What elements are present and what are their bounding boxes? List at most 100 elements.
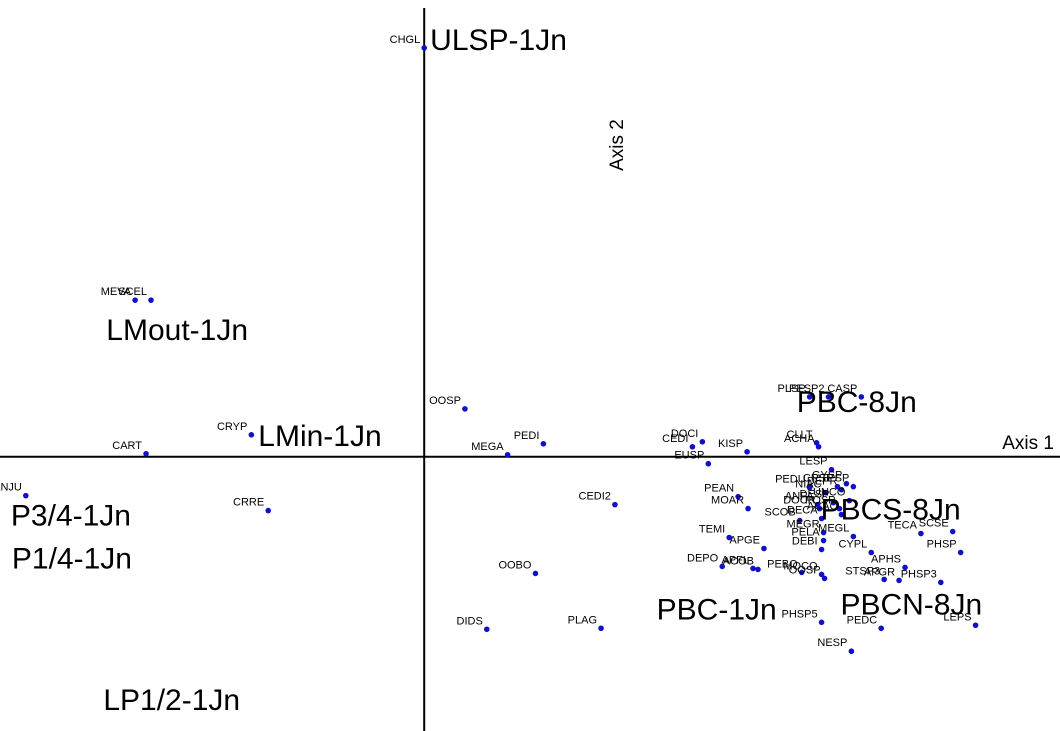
point-pebo [798,569,805,576]
label-plag: PLAG [568,614,597,626]
label-phsp: PHSP [927,538,957,550]
point-aphs [902,564,908,571]
point-desp [830,499,837,506]
point-stsp3 [881,576,887,583]
point-lesp [828,466,835,473]
group-label-p1-4-1jn: P1/4-1Jn [12,542,132,575]
point-apgr [896,577,902,584]
label-cypl: CYPL [838,538,867,550]
label-plsp: PLSP [778,383,806,395]
label-pedu: PEDU [775,474,806,486]
label-mega: MEGA [471,441,504,453]
label-nesp: NESP [817,637,847,649]
label-acob: ACOB [723,555,754,567]
point-crsp [834,483,841,490]
label-cllt: CLLT [787,429,813,441]
point-scob [796,517,803,524]
group-label-lmout-1jn: LMout-1Jn [106,314,248,347]
point-scel [148,297,154,303]
label-debi: DEBI [792,535,818,547]
point-doci [699,438,706,445]
point-teca [918,530,924,537]
label-moar: MOAR [711,495,744,507]
point-apge [761,545,767,552]
point-plsp [806,394,813,400]
point-deca [818,515,825,522]
point-megr [820,529,827,536]
point-eusp [705,460,712,467]
point-crre [265,507,272,514]
point-cedi2 [612,501,618,508]
point-megl [850,533,857,540]
label-depo: DEPO [687,552,719,564]
label-niac: NIAC [795,479,821,491]
point-depr [838,486,845,493]
point-oobo [532,570,539,577]
point-cypl [868,549,875,556]
point-pean [735,493,741,500]
label-gysp: GYSP [812,470,843,482]
label-tesp: TESP [821,473,850,485]
label-phsp5: PHSP5 [781,608,817,620]
label-stsp3: STSP3 [845,565,880,577]
label-pebo: PEBO [767,558,798,570]
label-leps: LEPS [943,611,971,623]
label-oosp: OOSP [429,395,461,407]
label-apge: APGE [729,534,760,546]
point-pela [820,537,827,544]
group-label-pbcs-8jn: PBCS-8Jn [821,494,961,527]
group-label-lmin-1jn: LMin-1Jn [258,420,381,453]
label-crsp: CRSP [803,473,834,485]
point-docr [816,505,823,512]
point-pedi [540,440,547,447]
point-oosp [462,406,468,412]
point-tesp [850,483,857,490]
label-pean: PEAN [704,483,734,495]
point-apfl [750,565,756,572]
group-label-pbc-8jn: PBC-8Jn [797,386,917,419]
point-depo [719,563,726,570]
label-lesp: LESP [799,456,827,468]
label-phsp3: PHSP3 [901,568,937,580]
point-meva [132,297,138,303]
point-anju [23,492,29,499]
point-pedc [878,625,884,632]
point-cryp [248,432,255,438]
point-cart [143,450,149,457]
point-plag [598,625,604,632]
point-niac [822,489,829,496]
group-label-lp1-2-1jn: LP1/2-1Jn [103,684,240,717]
point-unco [846,497,853,504]
point-chgl [421,45,427,51]
point-phsp [957,549,964,556]
point-dids [483,626,490,633]
label-cryp: CRYP [217,421,247,433]
label-casp: CASP [827,383,857,395]
label-scel: SCEL [118,286,147,298]
point-acha [815,443,822,450]
point-scse [949,528,956,535]
label-cart: CART [112,440,142,452]
point-nesp [848,648,855,655]
label-desp: DESP [800,489,830,501]
label-acac: ACAC [807,501,838,513]
label-teca: TECA [888,520,918,532]
label-megl: MEGL [818,523,849,535]
point-kisp [744,448,750,455]
label-pela: PELA [791,527,820,539]
point-cedi [689,443,696,450]
label-oosp: OOSP [789,564,821,576]
point-phsp3 [937,579,944,586]
label-acha: ACHA [784,433,815,445]
label-scob: SCOB [765,507,796,519]
label-apgr: APGR [864,566,895,578]
label-aphs: APHS [871,553,901,565]
label-oobo: OOBO [498,559,531,571]
label-megr: MEGR [787,519,820,531]
y-axis-label: Axis 2 [607,119,628,171]
label-temi: TEMI [699,524,725,536]
label-deca: DECA [787,505,818,517]
label-docr: DOCR [783,495,815,507]
label-eusp: EUSP [674,450,704,462]
